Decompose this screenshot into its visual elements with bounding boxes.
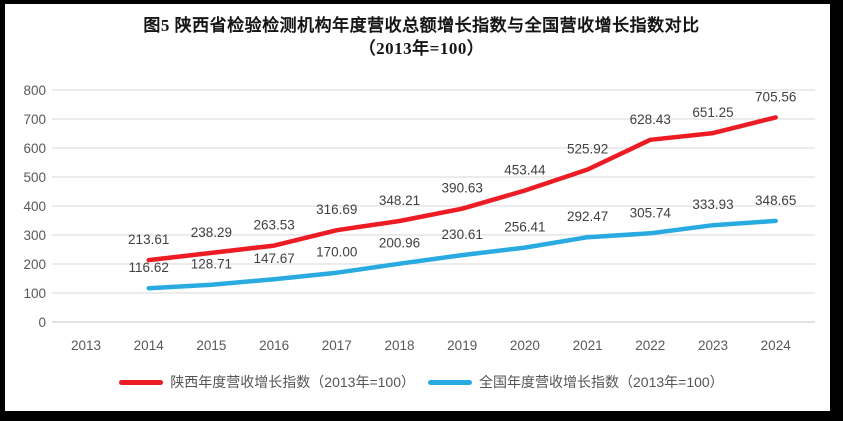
y-tick-label: 300 [23, 228, 46, 243]
data-label-national: 147.67 [253, 251, 294, 266]
legend-label-shaanxi: 陕西年度营收增长指数（2013年=100） [170, 374, 415, 390]
y-tick-label: 700 [23, 112, 46, 127]
legend-line-swatch-national [428, 379, 472, 385]
x-tick-label: 2017 [322, 338, 352, 353]
x-tick-label: 2014 [134, 338, 165, 353]
x-tick-label: 2018 [384, 338, 414, 353]
y-tick-label: 500 [23, 170, 46, 185]
data-label-shaanxi: 628.43 [630, 112, 671, 127]
data-label-shaanxi: 453.44 [504, 163, 546, 178]
data-label-national: 348.65 [755, 193, 796, 208]
data-label-national: 170.00 [316, 245, 357, 260]
series-line-shaanxi [146, 115, 778, 263]
x-tick-label: 2021 [573, 338, 603, 353]
legend-line-swatch-shaanxi [119, 379, 164, 385]
data-label-national: 128.71 [191, 257, 232, 272]
chart-panel [5, 4, 830, 411]
data-label-shaanxi: 390.63 [442, 181, 483, 196]
series-line-national [146, 218, 778, 291]
data-label-national: 292.47 [567, 209, 608, 224]
data-label-national: 116.62 [129, 260, 169, 275]
x-tick-label: 2023 [698, 338, 728, 353]
x-tick-label: 2016 [259, 338, 289, 353]
x-tick-label: 2024 [761, 338, 792, 353]
y-tick-label: 0 [38, 315, 46, 330]
data-label-shaanxi: 263.53 [253, 218, 294, 233]
data-label-shaanxi: 705.56 [755, 89, 796, 104]
x-tick-label: 2019 [447, 338, 477, 353]
y-tick-label: 200 [23, 257, 46, 272]
x-tick-label: 2022 [635, 338, 665, 353]
data-label-national: 333.93 [692, 197, 733, 212]
data-label-shaanxi: 348.21 [379, 193, 420, 208]
data-label-shaanxi: 651.25 [692, 105, 733, 120]
chart-title-line2: （2013年=100） [358, 39, 485, 58]
data-label-shaanxi: 525.92 [567, 141, 608, 156]
legend-item-shaanxi: 陕西年度营收增长指数（2013年=100） [119, 372, 415, 392]
x-tick-label: 2020 [510, 338, 540, 353]
y-tick-label: 800 [23, 83, 46, 98]
data-label-national: 230.61 [442, 227, 483, 242]
data-label-shaanxi: 238.29 [191, 225, 232, 240]
data-label-shaanxi: 213.61 [128, 232, 169, 247]
y-tick-label: 600 [23, 141, 46, 156]
legend-item-national: 全国年度营收增长指数（2013年=100） [428, 372, 724, 392]
x-tick-label: 2013 [71, 338, 101, 353]
data-label-national: 256.41 [504, 220, 545, 235]
data-label-national: 200.96 [379, 236, 420, 251]
y-tick-label: 400 [23, 199, 46, 214]
data-label-shaanxi: 316.69 [316, 202, 357, 217]
legend-label-national: 全国年度营收增长指数（2013年=100） [479, 374, 724, 390]
legend: 陕西年度营收增长指数（2013年=100） 全国年度营收增长指数（2013年=1… [0, 372, 843, 392]
chart-title: 图5 陕西省检验检测机构年度营收总额增长指数与全国营收增长指数对比 （2013年… [0, 14, 843, 60]
data-label-national: 305.74 [630, 205, 672, 220]
y-tick-label: 100 [23, 286, 46, 301]
x-tick-label: 2015 [196, 338, 226, 353]
chart-title-line1: 图5 陕西省检验检测机构年度营收总额增长指数与全国营收增长指数对比 [143, 16, 700, 35]
